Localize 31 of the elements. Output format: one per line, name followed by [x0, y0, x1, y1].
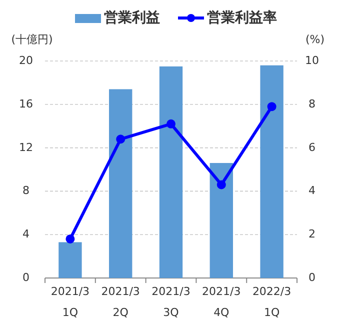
y2-tick-label: 2 — [308, 228, 316, 241]
point — [216, 180, 226, 190]
bar — [109, 89, 132, 278]
bar — [58, 242, 82, 278]
bar — [210, 162, 233, 278]
y-tick-label: 4 — [22, 228, 30, 241]
point — [267, 102, 276, 112]
point — [116, 134, 126, 144]
y2-tick-label: 0 — [308, 271, 316, 284]
x-tick-label: 2021/3 4Q — [202, 285, 241, 320]
bar — [159, 66, 183, 278]
y-tick-label: 0 — [22, 271, 30, 284]
y-tick-label: 8 — [22, 184, 30, 198]
legend-label: 営業利益率 — [207, 8, 277, 26]
y2-tick-label: 8 — [308, 97, 316, 110]
x-tick-label: 2021/3 2Q — [101, 285, 140, 320]
y-tick-label: 12 — [19, 140, 33, 154]
x-tick-label: 2021/3 3Q — [152, 285, 190, 320]
x-tick-label: 2022/3 1Q — [252, 285, 292, 320]
bar — [260, 65, 284, 278]
y2-tick-label: 4 — [308, 184, 316, 198]
y-tick-label: 20 — [19, 54, 33, 68]
x-tick-label: 2021/3 1Q — [50, 285, 90, 320]
y-axis-title: (十億円) — [11, 33, 53, 46]
point — [66, 234, 75, 244]
point — [166, 119, 176, 128]
y2-tick-label: 6 — [308, 140, 316, 154]
y2-tick-label: 10 — [305, 54, 319, 68]
y2-axis-title: (%) — [305, 33, 325, 46]
legend-label: 営業利益 — [104, 10, 160, 26]
y-tick-label: 16 — [19, 97, 33, 110]
